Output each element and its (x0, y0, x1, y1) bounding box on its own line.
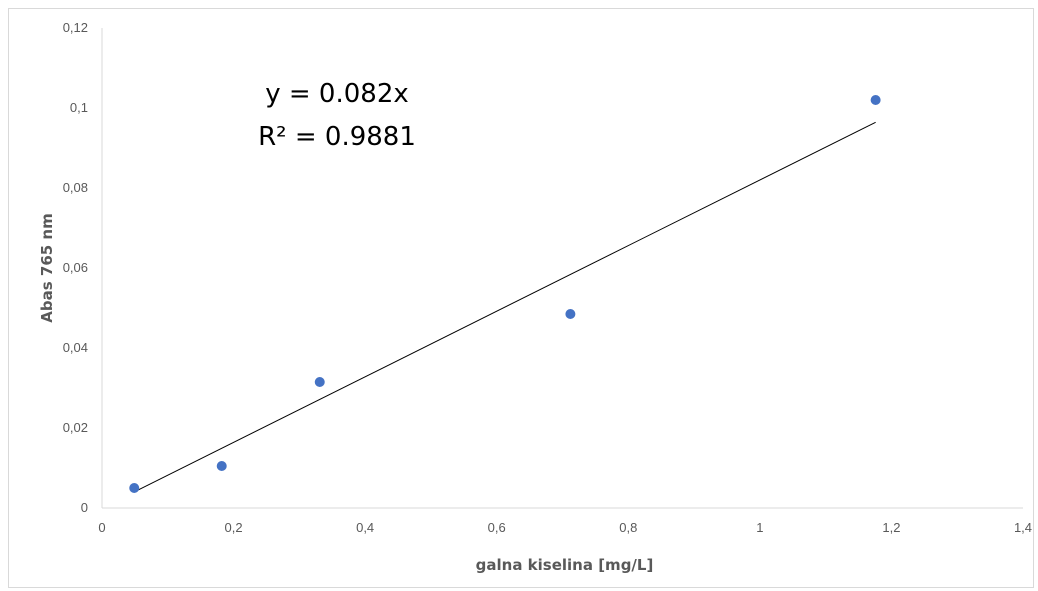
x-tick-label: 0,4 (356, 520, 374, 535)
data-points (129, 95, 881, 493)
data-point (870, 95, 881, 105)
x-tick-label: 0,8 (619, 520, 637, 535)
chart-frame (8, 8, 1034, 588)
y-tick-label: 0 (81, 500, 88, 515)
y-tick-label: 0,12 (63, 20, 88, 35)
x-axis-title: galna kiselina [mg/L] (476, 556, 654, 574)
data-point (129, 483, 140, 493)
x-tick-label: 1 (756, 520, 763, 535)
data-point (565, 309, 576, 319)
x-tick-label: 0,2 (225, 520, 243, 535)
linear-trendline (134, 121, 876, 493)
x-tick-label: 0,6 (488, 520, 506, 535)
data-point (314, 377, 325, 387)
r-squared-value: R² = 0.9881 (258, 122, 416, 152)
axes (101, 28, 1023, 509)
y-tick-labels: 0 0,02 0,04 0,06 0,08 0,1 0,12 (63, 20, 88, 515)
y-tick-label: 0,04 (63, 340, 88, 355)
y-tick-label: 0,02 (63, 420, 88, 435)
x-tick-label: 0 (98, 520, 105, 535)
x-tick-label: 1,2 (882, 520, 900, 535)
y-tick-label: 0,08 (63, 180, 88, 195)
y-tick-label: 0,06 (63, 260, 88, 275)
y-axis-title: Abas 765 nm (38, 213, 56, 322)
trendline-equation: y = 0.082x (265, 79, 409, 109)
x-tick-labels: 0 0,2 0,4 0,6 0,8 1 1,2 1,4 (98, 520, 1032, 535)
data-point (216, 461, 227, 471)
y-tick-label: 0,1 (70, 100, 88, 115)
x-tick-label: 1,4 (1014, 520, 1032, 535)
